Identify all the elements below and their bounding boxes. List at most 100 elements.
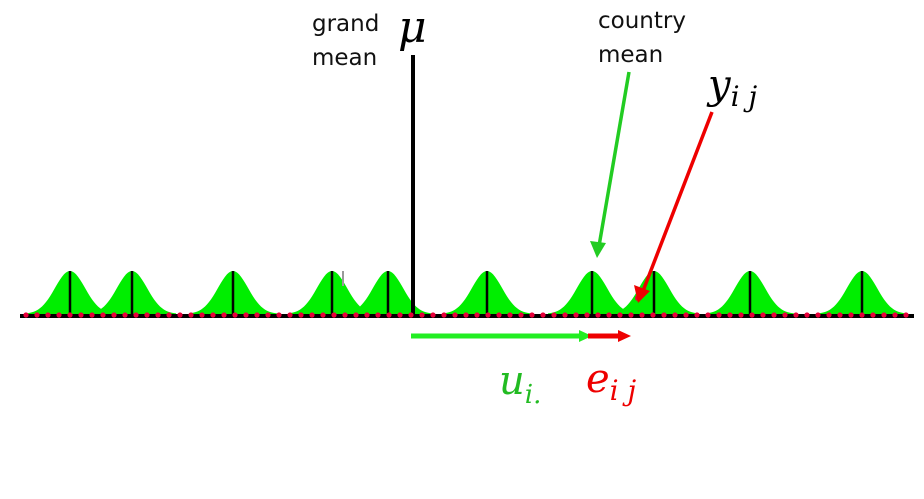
observation-point (760, 312, 766, 318)
observation-point (408, 312, 414, 318)
observation-point (320, 312, 326, 318)
observation-point (67, 312, 73, 318)
observation-point (683, 312, 689, 318)
observation-point (485, 312, 491, 318)
observation-point (518, 312, 524, 318)
observation-point (221, 312, 227, 318)
u-main: u (499, 358, 525, 404)
observation-point (540, 312, 546, 318)
e-label: ei j (586, 356, 637, 407)
observation-point (309, 312, 315, 318)
observation-point (903, 312, 909, 318)
observation-point (122, 312, 128, 318)
observation-point (870, 312, 876, 318)
observation-point (749, 312, 755, 318)
observation-point (144, 312, 150, 318)
mu-symbol: μ (398, 2, 427, 53)
observation-point (705, 312, 711, 318)
observation-point (837, 312, 843, 318)
observation-point (177, 312, 183, 318)
observation-point (892, 312, 898, 318)
country-mean-label-line1: country (598, 8, 686, 34)
observation-point (771, 312, 777, 318)
observation-point (364, 312, 370, 318)
observation-point (441, 312, 447, 318)
arrow-right-icon (579, 330, 592, 342)
observation-point (562, 312, 568, 318)
observation-point (331, 312, 337, 318)
observation-point (661, 312, 667, 318)
observation-point (848, 312, 854, 318)
u-arrow (411, 330, 592, 342)
observation-point (463, 312, 469, 318)
country-mean-label-line2: mean (598, 42, 663, 68)
grand-mean-label-line1: grand (312, 11, 379, 37)
observation-point (210, 312, 216, 318)
country-mean-pointer-arrow (590, 71, 631, 258)
u-label: ui. (499, 358, 541, 410)
grand-mean-label-line2: mean (312, 45, 377, 71)
observation-point (507, 312, 513, 318)
observation-point (89, 312, 95, 318)
observation-point (474, 312, 480, 318)
observation-point (243, 312, 249, 318)
observation-pointer-arrow (634, 111, 714, 303)
observation-point (254, 312, 260, 318)
observation-point (188, 312, 194, 318)
e-main: e (586, 356, 610, 402)
e-arrow (588, 330, 631, 342)
e-subscript: i j (610, 374, 637, 407)
observation-point (419, 312, 425, 318)
y-ij-main: y (706, 62, 732, 108)
observation-point (56, 312, 62, 318)
observation-point (342, 312, 348, 318)
observation-point (199, 312, 205, 318)
observation-point (100, 312, 106, 318)
observation-point (881, 312, 887, 318)
observation-point (23, 312, 29, 318)
observation-point (826, 312, 832, 318)
observation-point (716, 312, 722, 318)
observation-point (166, 312, 172, 318)
observation-point (859, 312, 865, 318)
observation-point (34, 312, 40, 318)
observation-point (606, 312, 612, 318)
observation-point (793, 312, 799, 318)
observation-point (815, 312, 821, 318)
observation-point (551, 312, 557, 318)
observation-point (78, 312, 84, 318)
observation-point (232, 312, 238, 318)
country-distributions (26, 271, 906, 314)
observation-point (628, 312, 634, 318)
observation-point (672, 312, 678, 318)
observation-point (133, 312, 139, 318)
observation-point (584, 312, 590, 318)
observation-point (45, 312, 51, 318)
observation-point (529, 312, 535, 318)
observation-point (573, 312, 579, 318)
observation-point (650, 312, 656, 318)
observation-point (298, 312, 304, 318)
observation-point (694, 312, 700, 318)
y-ij-label: yi j (706, 62, 757, 113)
observation-point (111, 312, 117, 318)
observation-point (375, 312, 381, 318)
observation-point (639, 312, 645, 318)
observation-point (727, 312, 733, 318)
observation-point (386, 312, 392, 318)
observation-point (738, 312, 744, 318)
observation-points (23, 295, 909, 318)
observation-point (496, 312, 502, 318)
y-ij-subscript: i j (731, 80, 758, 113)
observation-point (804, 312, 810, 318)
observation-point (452, 312, 458, 318)
observation-point (782, 312, 788, 318)
u-subscript: i. (525, 380, 542, 410)
observation-point (430, 312, 436, 318)
observation-point (397, 312, 403, 318)
observation-point (617, 312, 623, 318)
observation-point (155, 312, 161, 318)
observation-point (265, 312, 271, 318)
observation-point (353, 312, 359, 318)
